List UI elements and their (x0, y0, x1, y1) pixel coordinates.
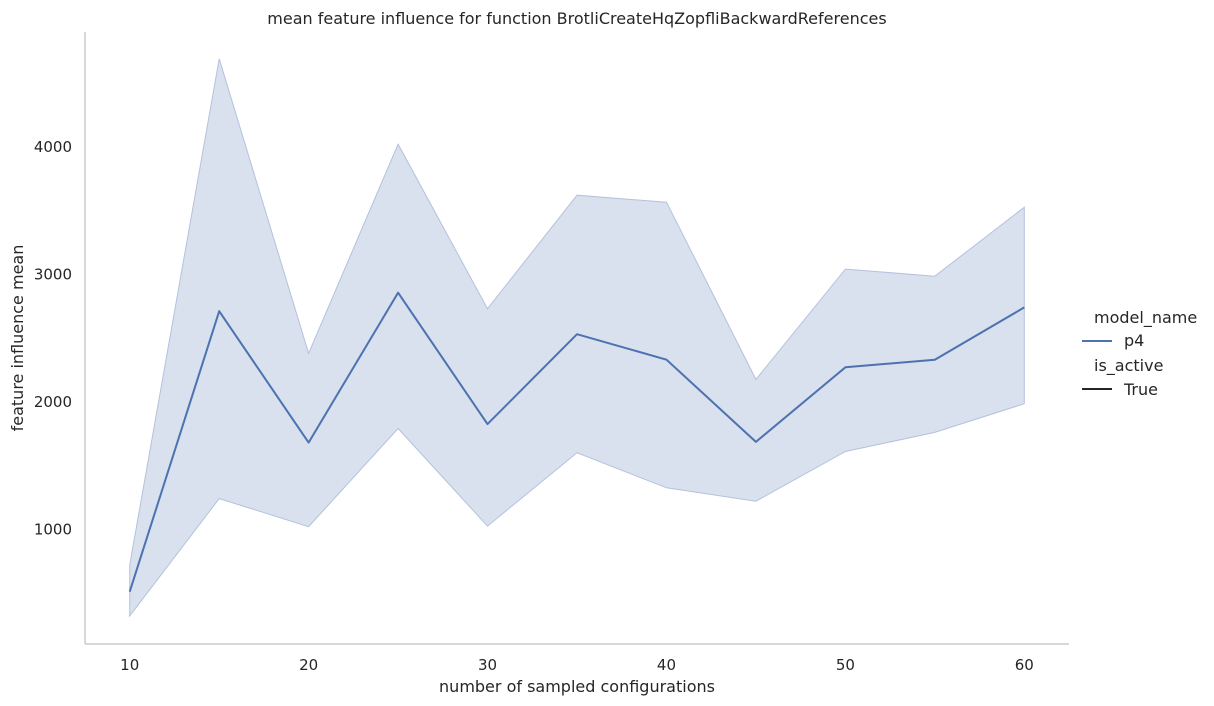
legend-label-true: True (1123, 380, 1158, 399)
y-tick-label: 1000 (34, 520, 72, 538)
series-line-p4 (128, 291, 1025, 593)
y-tick-label: 4000 (34, 138, 72, 156)
x-tick-label: 20 (299, 656, 318, 674)
x-ticks: 10 20 30 40 50 60 (120, 656, 1034, 674)
legend-label-p4: p4 (1124, 331, 1144, 350)
confidence-band-p4 (129, 58, 1025, 618)
chart-title: mean feature influence for function Brot… (267, 9, 886, 28)
y-axis-label: feature influence mean (8, 245, 27, 432)
x-tick-label: 30 (478, 656, 497, 674)
plot-area (128, 58, 1025, 618)
x-tick-label: 10 (120, 656, 139, 674)
x-axis-label: number of sampled configurations (439, 677, 715, 696)
legend: model_name p4 is_active True (1082, 308, 1197, 399)
x-tick-label: 50 (836, 656, 855, 674)
y-ticks: 1000 2000 3000 4000 (34, 138, 72, 539)
y-tick-label: 3000 (34, 265, 72, 283)
y-tick-label: 2000 (34, 393, 72, 411)
legend-style-title: is_active (1094, 356, 1163, 376)
x-tick-label: 60 (1015, 656, 1034, 674)
x-tick-label: 40 (657, 656, 676, 674)
legend-hue-title: model_name (1094, 308, 1197, 328)
